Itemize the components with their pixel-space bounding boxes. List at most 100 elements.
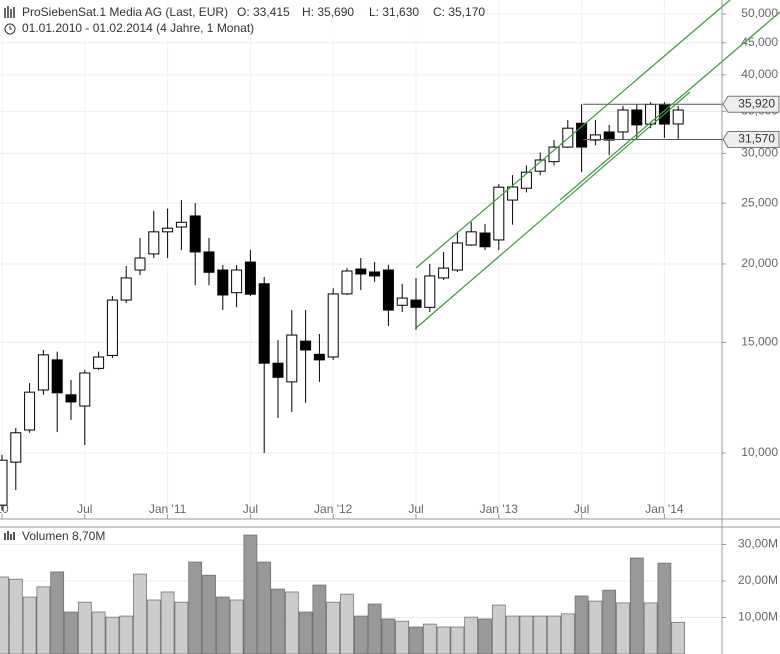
volume-bar [491, 604, 506, 654]
chart-subtitle: 01.01.2010 - 01.02.2014 (4 Jahre, 1 Mona… [22, 21, 254, 35]
volume-bar [188, 561, 203, 654]
volume-bar [657, 562, 672, 654]
y-tick-label: 20,00M [738, 573, 778, 587]
volume-bar [450, 626, 465, 654]
y-tick-label: 50,000 [741, 6, 778, 20]
volume-bar [91, 611, 106, 654]
y-tick-label: 10,00M [738, 610, 778, 624]
volume-bar [229, 599, 244, 654]
volume-title: Volumen [22, 529, 69, 543]
chart-icon [4, 6, 15, 18]
volume-icon [4, 531, 15, 540]
volume-bar [643, 602, 658, 654]
chart-title: ProSiebenSat.1 Media AG (Last, EUR) [22, 5, 228, 19]
candle-body [217, 269, 229, 296]
volume-bar [50, 571, 65, 654]
volume-bar [560, 613, 575, 654]
volume-bar [505, 615, 520, 654]
candle-body [203, 251, 215, 273]
volume-bar [105, 616, 120, 654]
volume-bar [519, 615, 534, 654]
ohlc-label: O: 33,415 [237, 5, 290, 19]
volume-bar [257, 561, 272, 654]
level-label: 35,920 [738, 96, 775, 110]
volume-bar [146, 599, 161, 654]
ohlc-label: L: 31,630 [369, 5, 419, 19]
level-tag [722, 130, 780, 148]
volume-bar [574, 595, 589, 654]
volume-bar [629, 557, 644, 654]
x-tick-label: Jul [243, 502, 258, 516]
clock-hands [9, 26, 12, 30]
x-tick-label: Jul [574, 502, 589, 516]
y-tick-label: 15,000 [741, 335, 778, 349]
x-tick-label: Jul [408, 502, 423, 516]
candle-body [438, 267, 450, 279]
volume-bar [436, 626, 451, 654]
volume-bar [353, 615, 368, 654]
volume-bar [312, 584, 327, 654]
x-tick-label: Jan '14 [645, 502, 684, 516]
volume-bar [284, 591, 299, 654]
ohlc-label: H: 35,690 [302, 5, 354, 19]
volume-bar [422, 623, 437, 654]
volume-bar [671, 621, 686, 654]
y-tick-label: 45,000 [741, 35, 778, 49]
volume-bar [464, 616, 479, 654]
trend-lines [415, 0, 780, 329]
candle-body [162, 227, 174, 233]
volume-bar [395, 620, 410, 654]
candle-body [562, 127, 574, 148]
y-tick-label: 30,00M [738, 537, 778, 551]
x-tick-label: Jan '13 [480, 502, 519, 516]
candle-body [244, 261, 256, 295]
x-tick-label: Jul [77, 502, 92, 516]
candle-body [120, 277, 132, 301]
candle-body [134, 257, 146, 271]
candle-body [65, 394, 77, 403]
trend-line [415, 0, 731, 269]
candle-body [576, 122, 588, 148]
y-tick-label: 30,000 [741, 146, 778, 160]
volume-bar [160, 591, 175, 654]
volume-bar [340, 593, 354, 654]
candle-body [672, 109, 684, 125]
volume-bar [77, 601, 92, 654]
volume-bar [326, 601, 341, 654]
clock-icon [4, 23, 16, 35]
candle-body [175, 221, 187, 228]
x-tick-label: Jan '12 [314, 502, 353, 516]
volume-bar [174, 601, 189, 654]
candle-body [382, 269, 394, 311]
candle-body [327, 293, 339, 358]
candle-body [396, 297, 408, 306]
volume-bar [367, 603, 382, 654]
x-tick-label: Jan '11 [149, 502, 187, 516]
candle-body [341, 270, 353, 295]
candle-body [148, 231, 160, 255]
candle-body [79, 372, 91, 407]
volume-bar [381, 618, 396, 654]
volume-bar [298, 611, 313, 654]
candle-body [258, 283, 270, 364]
volume-bar [533, 615, 548, 654]
candle-body [507, 186, 519, 201]
level-label: 31,570 [738, 132, 775, 146]
volume-bar [602, 589, 617, 654]
volume-bar [22, 596, 37, 654]
candle-body [189, 215, 201, 253]
volume-last: 8,70M [72, 529, 105, 543]
candle-body [37, 354, 49, 391]
volume-bar [8, 578, 23, 654]
volume-bar [243, 534, 258, 654]
candle-body [424, 275, 436, 308]
candle-body [603, 131, 615, 141]
candle-body [300, 340, 312, 351]
y-tick-label: 20,000 [741, 256, 778, 270]
candle-body [0, 459, 8, 506]
candle-body [313, 353, 325, 361]
candle-body [10, 432, 22, 463]
volume-bar [215, 596, 230, 654]
candle-body [631, 109, 643, 126]
volume-bar [588, 600, 603, 654]
